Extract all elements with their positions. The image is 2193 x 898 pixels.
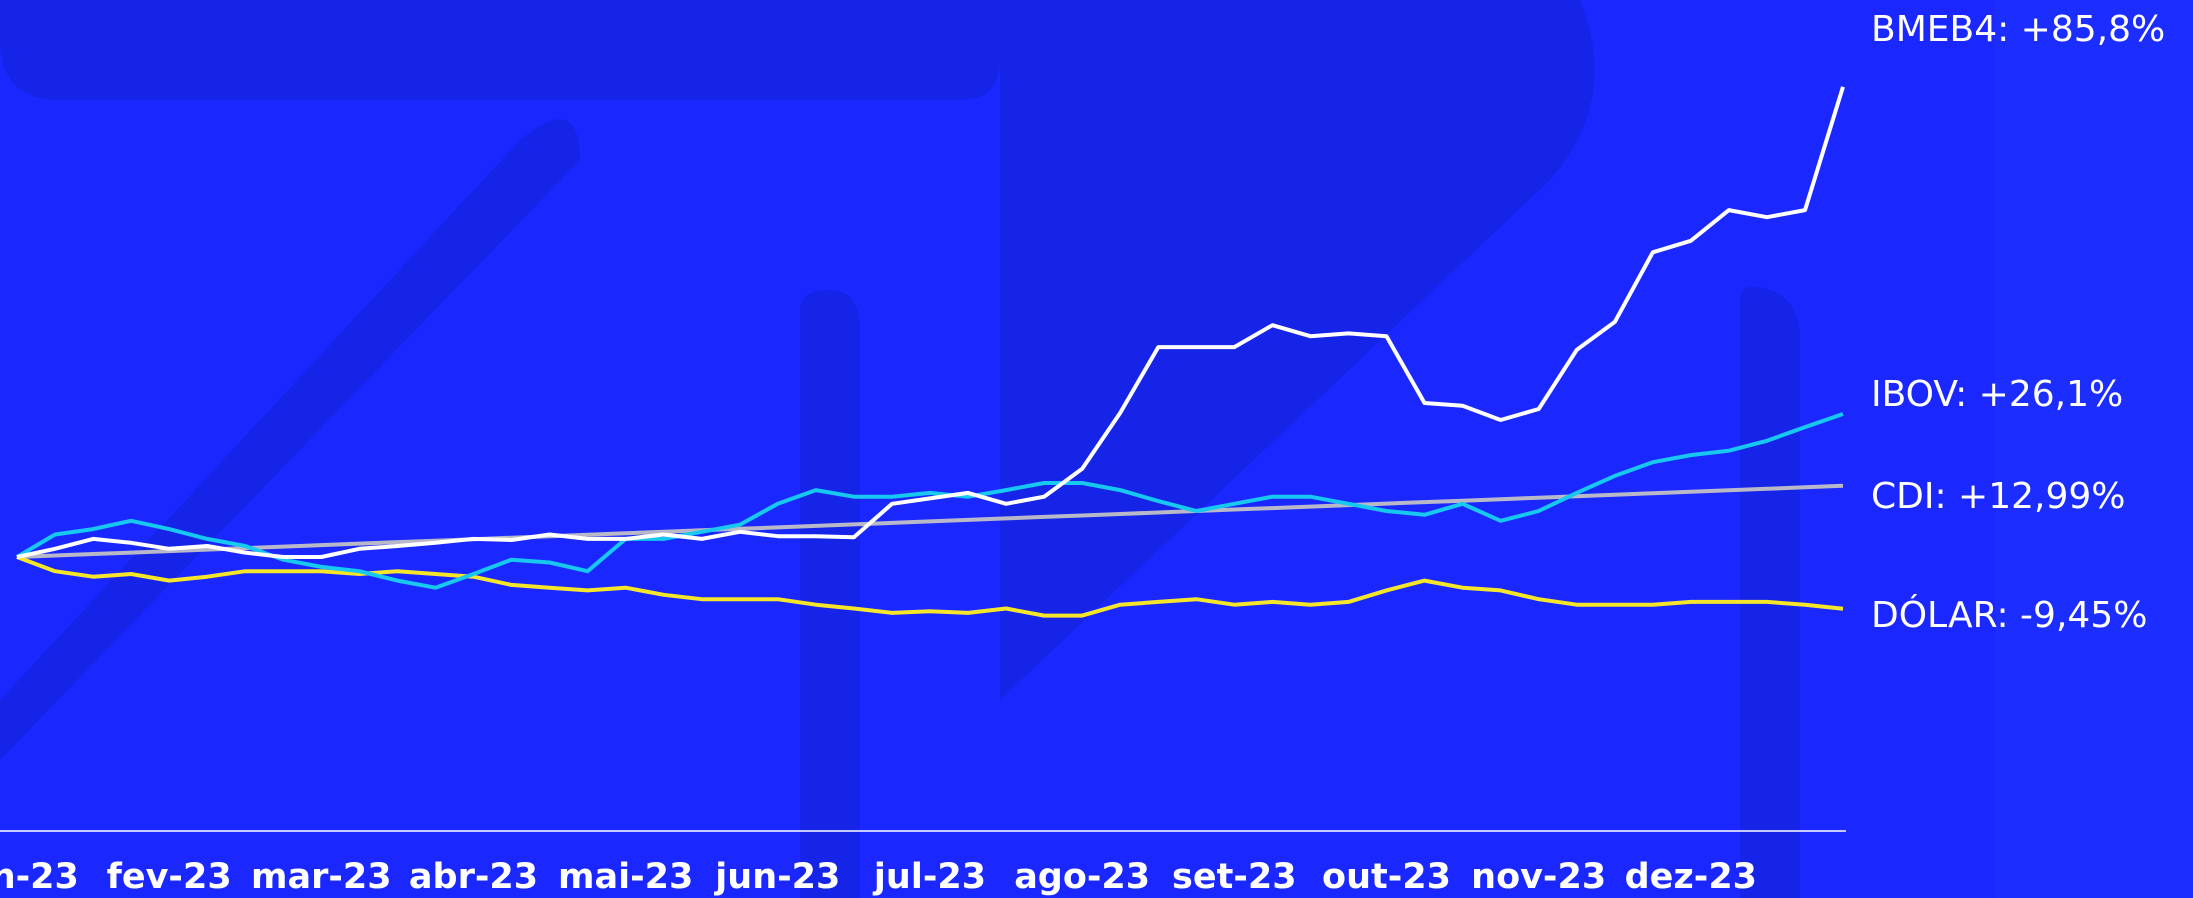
decor-shape	[1000, 0, 1595, 700]
series-label: BMEB4: +85,8%	[1871, 9, 2165, 50]
decor-shape	[0, 119, 580, 760]
x-tick-label: jul-23	[872, 857, 986, 897]
side-band	[1995, 0, 2193, 898]
x-tick-label: set-23	[1172, 857, 1297, 897]
decor-shape	[1740, 286, 1800, 898]
x-tick-label: jun-23	[713, 857, 840, 897]
x-tick-label: mai-23	[558, 857, 693, 897]
decor-shape	[800, 290, 860, 898]
x-tick-label: ago-23	[1014, 857, 1150, 897]
series-line	[15, 412, 1844, 590]
series-label: IBOV: +26,1%	[1871, 374, 2123, 415]
x-tick-label: mar-23	[251, 857, 392, 897]
x-tick-label: abr-23	[409, 857, 538, 897]
series-line	[16, 483, 1844, 559]
x-tick-label: out-23	[1322, 857, 1451, 897]
series-line	[16, 555, 1844, 618]
series-line	[16, 86, 1845, 559]
series-label: CDI: +12,99%	[1871, 476, 2125, 517]
x-tick-label: dez-23	[1625, 857, 1757, 897]
decor-shape	[0, 0, 1000, 100]
x-tick-label: nov-23	[1471, 857, 1606, 897]
x-tick-label: fev-23	[107, 857, 232, 897]
x-tick-label: jan-23	[0, 857, 79, 897]
series-label: DÓLAR: -9,45%	[1871, 594, 2147, 636]
